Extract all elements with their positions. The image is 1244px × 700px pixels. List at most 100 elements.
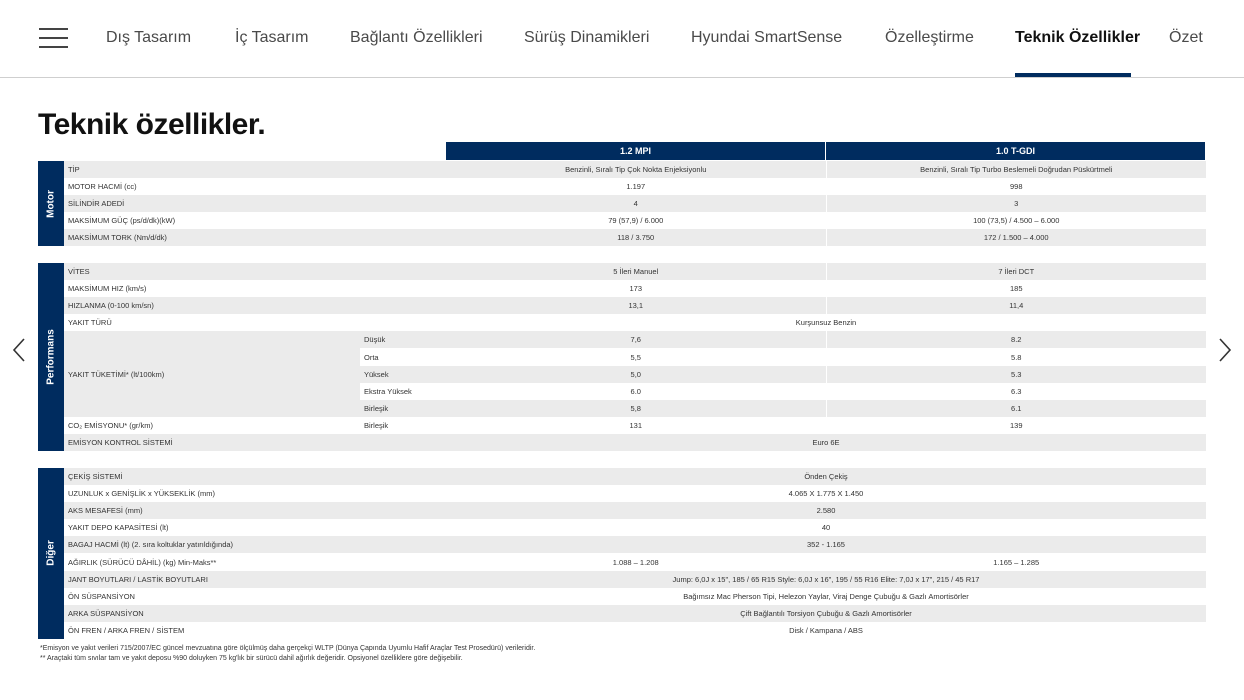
row-sublabel: Yüksek	[360, 365, 446, 383]
row-label: ÖN SÜSPANSİYON	[64, 587, 360, 605]
row-value: 352 - 1.165	[446, 536, 1206, 554]
table-row: Yüksek 5,0 5.3	[38, 365, 1206, 383]
nav-smartsense[interactable]: Hyundai SmartSense	[691, 29, 843, 46]
value-1-2-mpi: 5,5	[446, 348, 827, 366]
table-row: Ekstra Yüksek 6.0 6.3	[38, 382, 1206, 400]
section-name: Motor	[45, 189, 57, 218]
row-label: MAKSİMUM TORK (Nm/d/dk)	[64, 229, 360, 247]
value-1-2-mpi: 5 İleri Manuel	[446, 263, 827, 281]
value-1-2-mpi: 7,6	[446, 331, 827, 349]
table-row: MAKSİMUM HIZ (km/s) 173 185	[38, 280, 1206, 298]
value-1-2-mpi: 1.088 – 1.208	[446, 553, 827, 571]
value-1-0-tgdi: 1.165 – 1.285	[826, 553, 1206, 571]
table-row: MAKSİMUM GÜÇ (ps/d/dk)(kW) 79 (57,9) / 6.…	[38, 212, 1206, 230]
row-sublabel: Birleşik	[360, 416, 446, 434]
nav-ozet[interactable]: Özet	[1169, 29, 1203, 46]
row-sublabel	[360, 263, 446, 281]
table-row: MOTOR HACMİ (cc) 1.197 998	[38, 178, 1206, 196]
chevron-left-icon[interactable]	[10, 336, 28, 364]
value-1-0-tgdi: 139	[826, 416, 1206, 434]
row-label: VİTES	[64, 263, 360, 281]
row-sublabel: Birleşik	[360, 399, 446, 417]
row-label: HIZLANMA (0-100 km/sn)	[64, 297, 360, 315]
table-row: ÖN SÜSPANSİYON Bağımsız Mac Pherson Tipi,…	[38, 587, 1206, 605]
value-1-0-tgdi: 7 İleri DCT	[826, 263, 1206, 281]
row-label: ÇEKİŞ SİSTEMİ	[64, 468, 360, 486]
nav-ic-tasarim[interactable]: İç Tasarım	[235, 29, 309, 46]
row-value: Disk / Kampana / ABS	[446, 621, 1206, 639]
row-value: Kurşunsuz Benzin	[446, 314, 1206, 332]
nav-surus[interactable]: Sürüş Dinamikleri	[524, 29, 650, 46]
row-sublabel	[360, 433, 446, 452]
row-sublabel	[360, 587, 446, 605]
row-sublabel	[360, 195, 446, 213]
table-row: MAKSİMUM TORK (Nm/d/dk) 118 / 3.750 172 / …	[38, 229, 1206, 247]
row-sublabel: Düşük	[360, 331, 446, 349]
table-row: Performans VİTES 5 İleri Manuel 7 İleri DCT	[38, 263, 1206, 452]
nav-ozellestirme[interactable]: Özelleştirme	[885, 29, 974, 46]
row-value: Bağımsız Mac Pherson Tipi, Helezon Yayla…	[446, 587, 1206, 605]
value-1-2-mpi: 1.197	[446, 178, 827, 196]
row-sublabel	[360, 314, 446, 332]
row-sublabel	[360, 161, 446, 179]
value-1-2-mpi: 79 (57,9) / 6.000	[446, 212, 827, 230]
page-title: Teknik özellikler.	[38, 108, 266, 141]
hamburger-menu-icon[interactable]	[39, 28, 68, 48]
row-sublabel	[360, 570, 446, 588]
chevron-right-icon[interactable]	[1216, 336, 1234, 364]
row-value: Çift Bağlantılı Torsiyon Çubuğu & Gazlı …	[446, 604, 1206, 622]
nav-baglanti[interactable]: Bağlantı Özellikleri	[350, 29, 483, 46]
table-row: CO₂ EMİSYONU* (gr/km) Birleşik 131 139	[38, 416, 1206, 434]
row-value: 40	[446, 519, 1206, 537]
section-label: Motor	[38, 161, 64, 247]
value-1-0-tgdi: 6.3	[826, 382, 1206, 400]
value-1-2-mpi: 13,1	[446, 297, 827, 315]
row-sublabel	[360, 229, 446, 247]
value-1-2-mpi: 131	[446, 416, 827, 434]
row-label: YAKIT TÜRÜ	[64, 314, 360, 332]
value-1-0-tgdi: 3	[826, 195, 1206, 213]
table-row: AKS MESAFESİ (mm) 2.580	[38, 502, 1206, 520]
row-sublabel	[360, 536, 446, 554]
row-sublabel	[360, 178, 446, 196]
table-row: Birleşik 5,8 6.1	[38, 399, 1206, 417]
nav-dis-tasarim[interactable]: Dış Tasarım	[106, 29, 192, 46]
table-row: SİLİNDİR ADEDİ 4 3	[38, 195, 1206, 213]
section-label: Performans	[38, 263, 64, 452]
row-sublabel	[360, 212, 446, 230]
table-row: ÖN FREN / ARKA FREN / SİSTEM Disk / Kampa…	[38, 621, 1206, 639]
row-label: JANT BOYUTLARI / LASTİK BOYUTLARI	[64, 570, 360, 588]
spec-table-2: Diğer ÇEKİŞ SİSTEMİ Önden Çekiş UZUNLUK x G…	[38, 468, 1206, 639]
table-row: ARKA SÜSPANSİYON Çift Bağlantılı Torsiyon…	[38, 604, 1206, 622]
table-row: JANT BOYUTLARI / LASTİK BOYUTLARI Jump: 6…	[38, 570, 1206, 588]
spec-table-0: Motor TİP Benzinli, Sıralı Tip Çok Nokta E…	[38, 161, 1206, 247]
section-label: Diğer	[38, 468, 64, 639]
value-1-2-mpi: 6.0	[446, 382, 827, 400]
value-1-2-mpi: 173	[446, 280, 827, 298]
value-1-2-mpi: 5,0	[446, 365, 827, 383]
footnotes: *Emisyon ve yakıt verileri 715/2007/EC g…	[40, 644, 535, 664]
active-tab-indicator	[1015, 73, 1131, 77]
table-row: EMİSYON KONTROL SİSTEMİ Euro 6E	[38, 433, 1206, 452]
top-navigation: Dış Tasarım İç Tasarım Bağlantı Özellikl…	[0, 0, 1244, 78]
nav-teknik-ozellikler[interactable]: Teknik Özellikler	[1015, 29, 1141, 46]
table-row: UZUNLUK x GENİŞLİK x YÜKSEKLİK (mm) 4.065…	[38, 485, 1206, 503]
row-sublabel	[360, 604, 446, 622]
table-row: YAKIT TÜRÜ Kurşunsuz Benzin	[38, 314, 1206, 332]
value-1-0-tgdi: 5.8	[826, 348, 1206, 366]
row-sublabel	[360, 519, 446, 537]
row-value: Jump: 6,0J x 15", 185 / 65 R15 Style: 6,…	[446, 570, 1206, 588]
row-sublabel	[360, 485, 446, 503]
table-row: BAGAJ HACMİ (lt) (2. sıra koltuklar yatı…	[38, 536, 1206, 554]
value-1-0-tgdi: 5.3	[826, 365, 1206, 383]
value-1-2-mpi: 118 / 3.750	[446, 229, 827, 247]
row-sublabel	[360, 280, 446, 298]
row-label: UZUNLUK x GENİŞLİK x YÜKSEKLİK (mm)	[64, 485, 360, 503]
row-label: TİP	[64, 161, 360, 179]
spec-table-1: Performans VİTES 5 İleri Manuel 7 İleri DCT…	[38, 263, 1206, 452]
table-row: HIZLANMA (0-100 km/sn) 13,1 11,4	[38, 297, 1206, 315]
value-1-2-mpi: 4	[446, 195, 827, 213]
row-label: SİLİNDİR ADEDİ	[64, 195, 360, 213]
row-label: BAGAJ HACMİ (lt) (2. sıra koltuklar yatı…	[64, 536, 360, 554]
row-label: ÖN FREN / ARKA FREN / SİSTEM	[64, 621, 360, 639]
